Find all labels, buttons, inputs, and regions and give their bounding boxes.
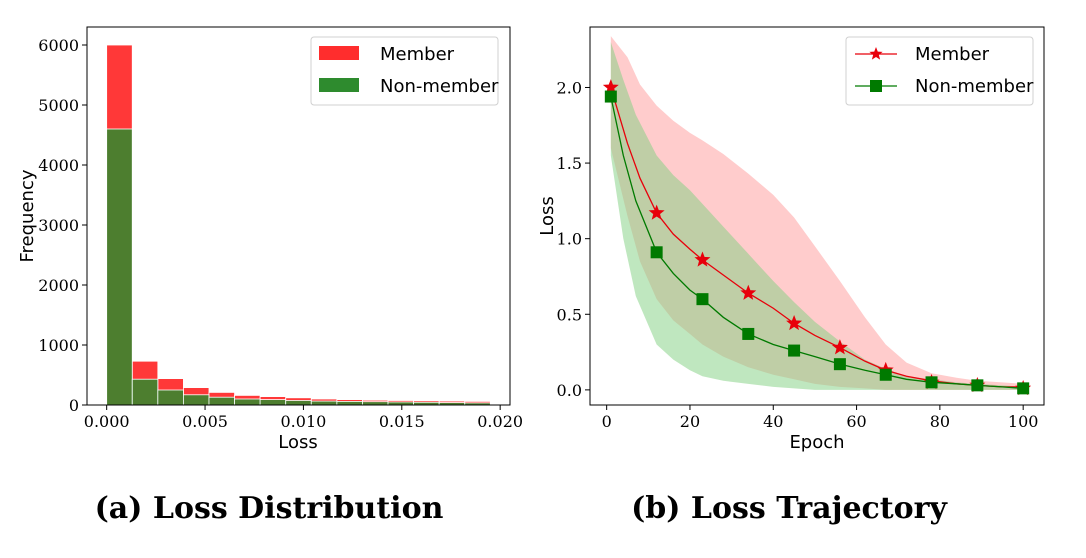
- legend-marker-non-member: [870, 80, 882, 92]
- bar-non-member-8: [310, 400, 338, 406]
- marker-non-member-5: [833, 358, 846, 371]
- marker-member-5: [831, 339, 848, 355]
- x-tick-label-b: 40: [763, 412, 783, 431]
- trajectory-plot-area: [602, 36, 1032, 396]
- bar-non-member-6: [259, 399, 287, 406]
- x-tick-label-a: 0.005: [182, 412, 228, 431]
- y-tick-label-a: 1000: [38, 336, 79, 355]
- y-axis-label-b: Loss: [537, 196, 558, 235]
- band-non-member: [610, 42, 1024, 390]
- x-tick-label-b: 60: [846, 412, 866, 431]
- y-tick-label-a: 3000: [38, 216, 79, 235]
- x-axis-label-a: Loss: [278, 432, 317, 453]
- marker-member-3: [740, 284, 757, 300]
- marker-non-member-9: [1017, 382, 1030, 395]
- x-tick-label-a: 0.000: [84, 412, 130, 431]
- loss-trajectory-panel: 0 20 40 60 80 100 0.00.51.01.52.0 Epoch Loss …: [537, 26, 1045, 526]
- bar-non-member-7: [285, 400, 312, 406]
- bar-non-member-0: [106, 128, 133, 406]
- marker-non-member-0: [604, 90, 617, 103]
- histogram-bars: [106, 44, 491, 406]
- y-tick-label-a: 4000: [38, 156, 79, 175]
- y-tick-label-b: 0.0: [557, 381, 582, 400]
- x-tick-label-b: 0: [602, 412, 612, 431]
- x-tick-label-a: 0.010: [281, 412, 327, 431]
- x-tick-label-b: 20: [680, 412, 700, 431]
- marker-non-member-2: [696, 293, 709, 306]
- loss-distribution-panel: 0.000 0.005 0.010 0.015 0.020 0 1000 2000 3000 4…: [17, 26, 523, 526]
- bar-non-member-5: [234, 398, 261, 406]
- x-ticks-a: 0.000 0.005 0.010 0.015 0.020: [84, 405, 523, 431]
- y-tick-label-a: 2000: [38, 276, 79, 295]
- marker-member-2: [694, 251, 711, 267]
- legend-entry-member: [855, 47, 897, 60]
- marker-non-member-3: [742, 327, 755, 340]
- legend-marker-member: [869, 47, 883, 60]
- marker-member-4: [786, 314, 803, 331]
- y-ticks-a: 0 1000 2000 3000 4000 5000 6000: [38, 36, 87, 415]
- x-ticks-b: 0 20 40 60 80 100: [602, 405, 1039, 431]
- bar-non-member-4: [208, 396, 235, 406]
- x-tick-label-a: 0.020: [477, 412, 523, 431]
- marker-non-member-4: [788, 344, 801, 357]
- legend-label-member-b: Member: [915, 44, 990, 65]
- legend-label-non-member-b: Non-member: [915, 76, 1034, 97]
- legend-a: Member Non-member: [310, 36, 499, 106]
- bar-non-member-1: [131, 378, 159, 406]
- plot-frame-a: [86, 26, 511, 406]
- legend-swatch-member: [319, 46, 359, 60]
- legend-swatch-non-member: [319, 78, 359, 92]
- x-tick-label-b: 80: [930, 412, 950, 431]
- marker-non-member-6: [879, 368, 892, 381]
- bar-non-member-3: [183, 394, 210, 406]
- marker-member-1: [648, 204, 665, 220]
- plot-frame-b: [589, 26, 1045, 406]
- bar-non-member-9: [336, 400, 363, 406]
- legend-label-member: Member: [380, 44, 455, 65]
- caption-b: (b) Loss Trajectory: [631, 491, 948, 526]
- y-tick-label-a: 6000: [38, 36, 79, 55]
- marker-member-0: [602, 79, 619, 95]
- caption-a: (a) Loss Distribution: [95, 491, 444, 526]
- legend-b: Member Non-member: [845, 36, 1034, 106]
- y-tick-label-a: 0: [69, 396, 79, 415]
- bar-non-member-2: [157, 389, 184, 406]
- x-tick-label-a: 0.015: [379, 412, 425, 431]
- y-tick-label-b: 0.5: [557, 305, 582, 324]
- y-tick-label-b: 1.5: [557, 154, 582, 173]
- y-tick-label-b: 1.0: [557, 230, 582, 249]
- y-tick-label-a: 5000: [38, 96, 79, 115]
- y-axis-label-a: Frequency: [17, 169, 38, 262]
- x-axis-label-b: Epoch: [789, 432, 844, 453]
- marker-non-member-7: [925, 376, 938, 389]
- marker-non-member-8: [971, 379, 984, 392]
- legend-label-non-member: Non-member: [380, 76, 499, 97]
- y-ticks-b: 0.0 0.5 1.0 1.5 2.0: [557, 78, 590, 400]
- legend-entry-non-member: [855, 80, 897, 92]
- x-tick-label-b: 100: [1008, 412, 1039, 431]
- marker-non-member-1: [650, 246, 663, 259]
- y-tick-label-b: 2.0: [557, 78, 582, 97]
